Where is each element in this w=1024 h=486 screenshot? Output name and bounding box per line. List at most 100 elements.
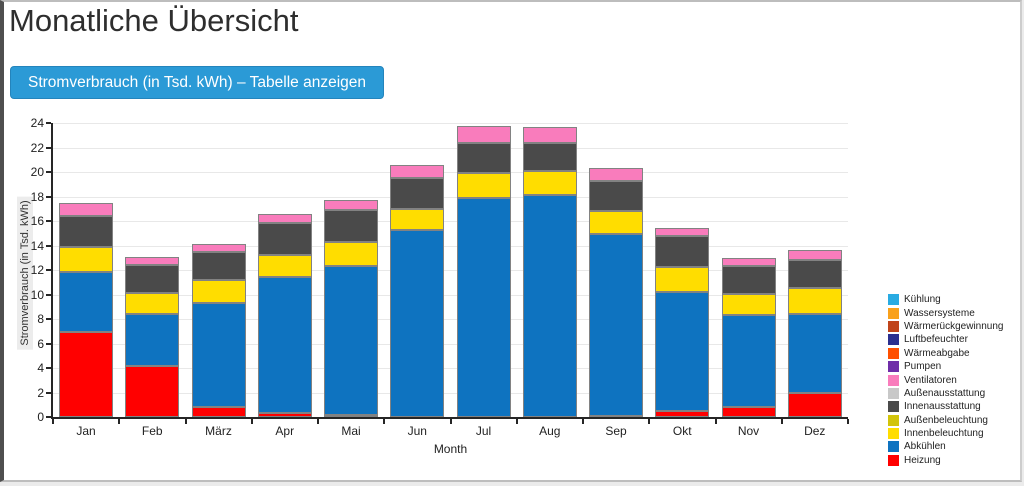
legend-item[interactable]: Luftbefeuchter <box>888 333 1004 346</box>
bar-segment[interactable] <box>59 271 114 333</box>
bar-segment[interactable] <box>191 303 246 408</box>
legend-item[interactable]: Heizung <box>888 454 1004 467</box>
bar-segment[interactable] <box>390 208 445 230</box>
bar-segment[interactable] <box>589 168 644 181</box>
legend-swatch-icon <box>888 454 899 466</box>
legend-item[interactable]: Wassersysteme <box>888 306 1004 319</box>
bar-segment[interactable] <box>191 244 246 252</box>
x-axis-label: März <box>205 424 232 438</box>
bar-segment[interactable] <box>456 172 511 199</box>
y-tick-label: 14 <box>30 238 44 253</box>
bar-segment[interactable] <box>59 246 114 272</box>
bar-segment[interactable] <box>59 332 114 417</box>
bar-segment[interactable] <box>456 142 511 173</box>
bar-segment[interactable] <box>125 293 180 315</box>
show-table-button[interactable]: Stromverbrauch (in Tsd. kWh) – Tabelle a… <box>10 66 385 99</box>
bar-segment[interactable] <box>787 392 842 417</box>
legend-swatch-icon <box>888 334 899 346</box>
bar-segment[interactable] <box>589 180 644 212</box>
bar-segment[interactable] <box>655 266 710 293</box>
bar-segment[interactable] <box>787 250 842 260</box>
bar-segment[interactable] <box>787 313 842 393</box>
legend-item[interactable]: Außenausstattung <box>888 387 1004 400</box>
bar-segment[interactable] <box>191 280 246 304</box>
legend-item[interactable]: Wärmerückgewinnung <box>888 320 1004 333</box>
gridline <box>53 343 848 345</box>
bar-segment[interactable] <box>589 234 644 416</box>
bar-segment[interactable] <box>456 126 511 143</box>
bar-segment[interactable] <box>324 414 379 417</box>
bar-segment[interactable] <box>191 251 246 281</box>
legend-item[interactable]: Innenbeleuchtung <box>888 427 1004 440</box>
bar-segment[interactable] <box>390 229 445 417</box>
bar-segment[interactable] <box>655 292 710 411</box>
bar-segment[interactable] <box>324 209 379 242</box>
bar-segment[interactable] <box>390 164 445 179</box>
bar-segment[interactable] <box>324 265 379 415</box>
x-axis-label: Jul <box>475 424 492 438</box>
legend-item[interactable]: Innenausstattung <box>888 400 1004 413</box>
legend-label: Ventilatoren <box>904 374 957 386</box>
legend-item[interactable]: Außenbeleuchtung <box>888 414 1004 427</box>
gridline <box>53 319 848 320</box>
bar-segment[interactable] <box>125 365 180 417</box>
y-tick-label: 6 <box>37 336 44 351</box>
y-tick-label: 2 <box>37 385 44 400</box>
bar-segment[interactable] <box>59 203 114 216</box>
legend-item[interactable]: Pumpen <box>888 360 1004 373</box>
y-tick-label: 8 <box>37 312 44 326</box>
bar-segment[interactable] <box>721 293 776 315</box>
bar-segment[interactable] <box>125 265 180 294</box>
x-tick-mark <box>515 419 518 424</box>
legend-item[interactable]: Wärmeabgabe <box>888 347 1004 360</box>
legend-swatch-icon <box>888 320 899 332</box>
legend-swatch-icon <box>888 441 899 453</box>
bar-segment[interactable] <box>655 236 710 267</box>
bar-segment[interactable] <box>655 227 710 237</box>
bar-segment[interactable] <box>456 198 511 417</box>
legend-item[interactable]: Kühlung <box>888 293 1004 306</box>
x-axis-label: Okt <box>672 424 692 438</box>
x-tick-mark <box>184 419 187 424</box>
bar-segment[interactable] <box>721 314 776 407</box>
legend-label: Abkühlen <box>904 441 946 453</box>
bar-segment[interactable] <box>721 266 776 294</box>
bar-segment[interactable] <box>522 195 577 417</box>
bar-segment[interactable] <box>655 410 710 417</box>
y-tick-mark <box>46 195 51 198</box>
x-axis-label: Sep <box>605 424 627 438</box>
bar-segment[interactable] <box>522 142 577 172</box>
bar-segment[interactable] <box>522 171 577 196</box>
bar-segment[interactable] <box>257 213 312 223</box>
bar-segment[interactable] <box>257 277 312 413</box>
bar-segment[interactable] <box>125 314 180 366</box>
x-tick-mark <box>250 419 253 424</box>
legend-item[interactable]: Abkühlen <box>888 440 1004 453</box>
bar-segment[interactable] <box>125 256 180 266</box>
bar-segment[interactable] <box>787 287 842 314</box>
x-tick-mark <box>449 419 452 424</box>
y-tick-mark <box>46 146 51 149</box>
bar-segment[interactable] <box>257 222 312 256</box>
x-axis-label: Feb <box>141 424 163 438</box>
bar-segment[interactable] <box>589 211 644 235</box>
bar-segment[interactable] <box>191 407 246 417</box>
bar-segment[interactable] <box>721 257 776 267</box>
legend-swatch-icon <box>888 387 899 399</box>
gridline <box>53 294 848 296</box>
bar-segment[interactable] <box>257 412 312 417</box>
bar-segment[interactable] <box>721 406 776 417</box>
bar-segment[interactable] <box>390 178 445 209</box>
bar-segment[interactable] <box>787 259 842 288</box>
y-tick-label: 18 <box>30 189 44 204</box>
y-tick-mark <box>46 220 51 222</box>
bar-segment[interactable] <box>522 126 577 143</box>
legend-item[interactable]: Ventilatoren <box>888 373 1004 386</box>
bar-segment[interactable] <box>59 215 114 247</box>
gridline <box>53 392 848 394</box>
bar-segment[interactable] <box>324 200 379 210</box>
bar-segment[interactable] <box>257 255 312 278</box>
plot-area <box>51 123 848 419</box>
y-tick-label: 16 <box>30 214 44 228</box>
bar-segment[interactable] <box>324 241 379 266</box>
